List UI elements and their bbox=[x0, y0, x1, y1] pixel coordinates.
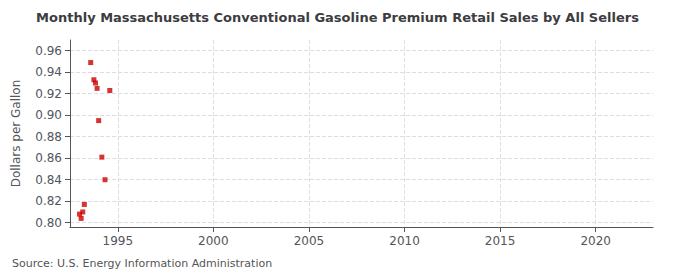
svg-text:Dollars per Gallon: Dollars per Gallon bbox=[9, 80, 23, 188]
svg-text:2020: 2020 bbox=[580, 234, 611, 248]
svg-text:0.82: 0.82 bbox=[35, 194, 62, 208]
svg-text:2015: 2015 bbox=[485, 234, 516, 248]
svg-text:0.92: 0.92 bbox=[35, 87, 62, 101]
svg-text:2010: 2010 bbox=[389, 234, 420, 248]
svg-text:0.88: 0.88 bbox=[35, 130, 62, 144]
svg-text:1995: 1995 bbox=[103, 234, 134, 248]
svg-text:0.94: 0.94 bbox=[35, 65, 62, 79]
svg-text:0.96: 0.96 bbox=[35, 44, 62, 58]
svg-text:0.86: 0.86 bbox=[35, 151, 62, 165]
svg-text:Monthly Massachusetts Conventi: Monthly Massachusetts Conventional Gasol… bbox=[36, 10, 639, 25]
svg-text:Source: U.S. Energy Informatio: Source: U.S. Energy Information Administ… bbox=[12, 257, 272, 270]
svg-text:2000: 2000 bbox=[198, 234, 229, 248]
svg-text:0.84: 0.84 bbox=[35, 173, 62, 187]
svg-text:2005: 2005 bbox=[294, 234, 325, 248]
svg-text:0.90: 0.90 bbox=[35, 108, 62, 122]
svg-text:0.80: 0.80 bbox=[35, 216, 62, 230]
